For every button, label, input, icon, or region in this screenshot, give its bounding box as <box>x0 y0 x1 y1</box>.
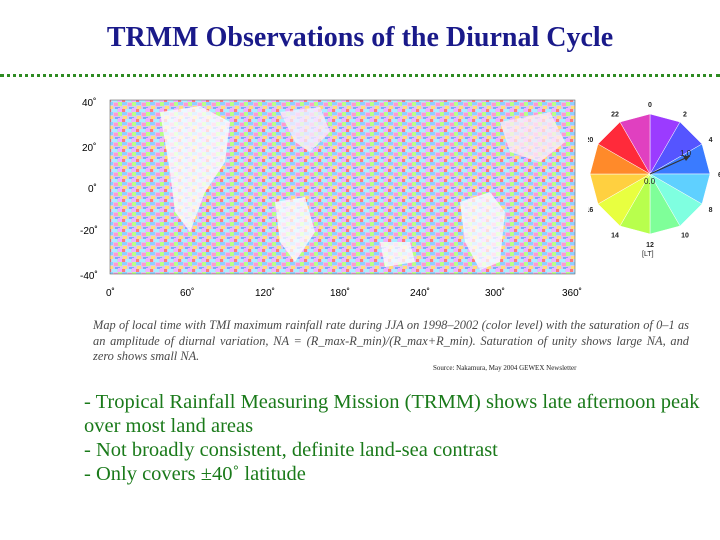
slide-title: TRMM Observations of the Diurnal Cycle <box>106 22 614 53</box>
land-masses <box>160 106 565 270</box>
local-time-color-wheel: 0246810121416182022 1.0 0.0 [LT] <box>588 102 720 258</box>
hour-label: 10 <box>681 233 689 240</box>
wheel-wedge <box>619 113 651 175</box>
arrow-head <box>683 156 690 161</box>
center-value-label: 0.0 <box>644 177 656 186</box>
lon-label: 300˚ <box>485 287 505 299</box>
lon-label: 240˚ <box>410 287 430 299</box>
amplitude-arrow <box>649 155 691 175</box>
hour-label: 0 <box>648 102 652 109</box>
lat-label: 20˚ <box>82 142 96 154</box>
wheel-segments <box>589 113 711 235</box>
longitude-labels: 0˚ 60˚ 120˚ 180˚ 240˚ 300˚ 360˚ <box>106 287 582 299</box>
outer-value-label: 1.0 <box>680 149 692 158</box>
lat-label: -40˚ <box>80 270 98 282</box>
bullet-item: - Only covers ±40˚ latitude <box>84 463 306 485</box>
bullet-item: - Tropical Rainfall Measuring Mission (T… <box>84 391 700 437</box>
lat-label: 0˚ <box>88 183 97 195</box>
lon-label: 360˚ <box>562 287 582 299</box>
lon-label: 180˚ <box>330 287 350 299</box>
hour-label: 2 <box>683 111 687 118</box>
bullet-item: - Not broadly consistent, definite land-… <box>84 439 498 461</box>
hour-label: 14 <box>611 233 619 240</box>
lon-label: 60˚ <box>180 287 194 299</box>
hour-label: 22 <box>611 111 619 118</box>
lat-label: -20˚ <box>80 225 98 237</box>
dotted-divider <box>0 74 720 77</box>
hour-label: 6 <box>718 172 720 179</box>
hour-label: 16 <box>588 207 593 214</box>
source-credit: Source: Nakamura, May 2004 GEWEX Newslet… <box>433 364 577 372</box>
lon-label: 120˚ <box>255 287 275 299</box>
figure-caption: Map of local time with TMI maximum rainf… <box>93 318 689 363</box>
hour-label: 4 <box>709 137 713 144</box>
latitude-labels: 40˚ 20˚ 0˚ -20˚ -40˚ <box>80 97 98 282</box>
hour-label: 12 <box>646 242 654 249</box>
lon-label: 0˚ <box>106 287 115 299</box>
hour-label: 20 <box>588 137 593 144</box>
wheel-hour-labels: 0246810121416182022 <box>588 102 720 249</box>
bullet-list: - Tropical Rainfall Measuring Mission (T… <box>84 390 704 486</box>
diurnal-cycle-map: 40˚ 20˚ 0˚ -20˚ -40˚ 0˚ 60˚ 120˚ 180˚ 24… <box>80 97 582 299</box>
wheel-unit-label: [LT] <box>642 251 654 258</box>
lat-label: 40˚ <box>82 97 96 109</box>
hour-label: 8 <box>709 207 713 214</box>
